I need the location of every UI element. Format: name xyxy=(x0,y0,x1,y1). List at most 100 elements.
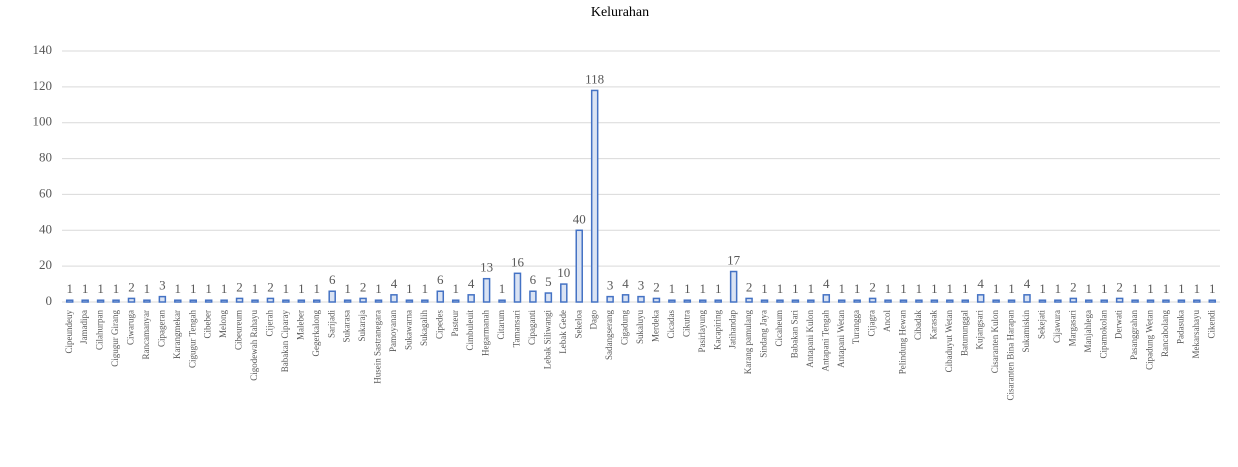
bar xyxy=(683,299,692,303)
bar xyxy=(544,292,553,303)
x-tick-label: Padasuka xyxy=(1175,310,1185,344)
x-tick-label: Kujangsari xyxy=(975,310,985,350)
bar xyxy=(343,299,352,303)
bar xyxy=(575,229,583,303)
value-label: 1 xyxy=(406,281,413,296)
bar xyxy=(513,272,522,303)
x-tick-label: Cipamokolan xyxy=(1098,310,1108,359)
x-tick-label: Cigodewah Rahayu xyxy=(249,310,259,381)
value-label: 1 xyxy=(792,281,799,296)
x-tick-label: Sindang Jaya xyxy=(759,310,769,358)
value-label: 6 xyxy=(530,272,537,287)
value-label: 17 xyxy=(727,253,741,268)
bar xyxy=(837,299,846,303)
y-tick-label: 80 xyxy=(39,150,52,165)
value-label: 4 xyxy=(1024,276,1031,291)
bar xyxy=(498,299,506,303)
x-tick-label: Cibadak xyxy=(913,310,923,340)
chart-title: Kelurahan xyxy=(591,5,649,20)
bar xyxy=(992,299,1000,303)
bar xyxy=(621,294,630,303)
x-tick-label: Cipeundeuy xyxy=(64,310,74,354)
value-label: 1 xyxy=(1163,281,1170,296)
x-tick-label: Cikutra xyxy=(681,310,691,337)
bar xyxy=(235,297,244,303)
x-tick-label: Maleber xyxy=(295,310,305,340)
value-label: 4 xyxy=(977,276,984,291)
value-label: 1 xyxy=(175,281,182,296)
x-tick-label: Cisaranten Kulon xyxy=(990,310,1000,374)
x-tick-label: Lebak Siliwangi xyxy=(542,310,552,370)
value-label: 1 xyxy=(777,281,784,296)
x-tick-label: Antapani Kulon xyxy=(805,310,815,368)
bar xyxy=(1085,299,1093,303)
x-tick-label: Karasak xyxy=(928,310,938,340)
bar xyxy=(668,299,676,303)
value-label: 1 xyxy=(144,281,151,296)
bar xyxy=(714,299,722,303)
bar xyxy=(282,299,290,303)
value-label: 3 xyxy=(159,278,166,293)
value-label: 2 xyxy=(236,279,243,294)
value-label: 13 xyxy=(480,260,493,275)
y-tick-label: 120 xyxy=(33,78,53,93)
value-label: 3 xyxy=(638,278,645,293)
x-tick-label: Melong xyxy=(218,310,228,338)
value-label: 4 xyxy=(391,276,398,291)
bar xyxy=(65,299,74,303)
value-label: 1 xyxy=(452,281,459,296)
bar xyxy=(1208,299,1217,303)
bar xyxy=(112,299,120,303)
bar xyxy=(652,297,661,303)
y-tick-label: 0 xyxy=(46,293,53,308)
value-label: 2 xyxy=(360,279,367,294)
x-tick-label: Cigugur Tengah xyxy=(187,310,197,368)
value-label: 1 xyxy=(375,281,382,296)
bar xyxy=(127,297,136,303)
value-label: 1 xyxy=(900,281,907,296)
x-tick-label: Tamansari xyxy=(512,310,522,348)
value-label: 2 xyxy=(1116,279,1123,294)
x-tick-label: Sukawarna xyxy=(403,310,413,350)
value-label: 1 xyxy=(885,281,892,296)
x-tick-label: Jatihandap xyxy=(728,310,738,349)
x-tick-label: Hegarmanah xyxy=(481,310,491,356)
y-tick-label: 100 xyxy=(33,114,53,129)
bar xyxy=(96,299,105,303)
bar xyxy=(590,89,599,303)
x-tick-label: Pasteur xyxy=(450,310,460,337)
bar xyxy=(1054,299,1062,303)
value-label: 1 xyxy=(1194,281,1201,296)
value-label: 1 xyxy=(283,281,290,296)
bar xyxy=(807,299,815,303)
bar xyxy=(297,299,306,303)
x-tick-label: Kacapiring xyxy=(712,310,722,350)
x-tick-label: Pasirlayung xyxy=(697,310,707,353)
bar xyxy=(374,299,383,303)
value-label: 1 xyxy=(962,281,969,296)
value-label: 1 xyxy=(808,281,815,296)
value-label: 1 xyxy=(684,281,691,296)
bar xyxy=(1146,299,1155,303)
value-label: 1 xyxy=(1209,281,1216,296)
value-label: 1 xyxy=(82,281,89,296)
value-label: 2 xyxy=(128,279,135,294)
x-tick-label: Lebak Gede xyxy=(558,310,568,354)
bar xyxy=(868,297,877,303)
bar xyxy=(1038,299,1047,303)
y-tick-label: 140 xyxy=(33,42,53,57)
x-tick-label: Cipedes xyxy=(434,310,444,339)
value-label: 2 xyxy=(267,279,274,294)
value-label: 1 xyxy=(422,281,429,296)
x-tick-label: Cilahurpan xyxy=(95,310,105,350)
x-tick-label: Husein Sastranegara xyxy=(373,310,383,384)
x-tick-label: Sukamiskin xyxy=(1021,310,1031,353)
x-tick-label: Cikendi xyxy=(1206,310,1216,339)
bar xyxy=(451,299,460,303)
value-label: 1 xyxy=(314,281,321,296)
x-tick-label: Mekarsahayu xyxy=(1191,310,1201,359)
x-tick-label: Karangmekar xyxy=(172,310,182,359)
bar xyxy=(1193,299,1201,303)
x-tick-label: Pamoyanan xyxy=(388,310,398,352)
bar xyxy=(81,299,89,303)
